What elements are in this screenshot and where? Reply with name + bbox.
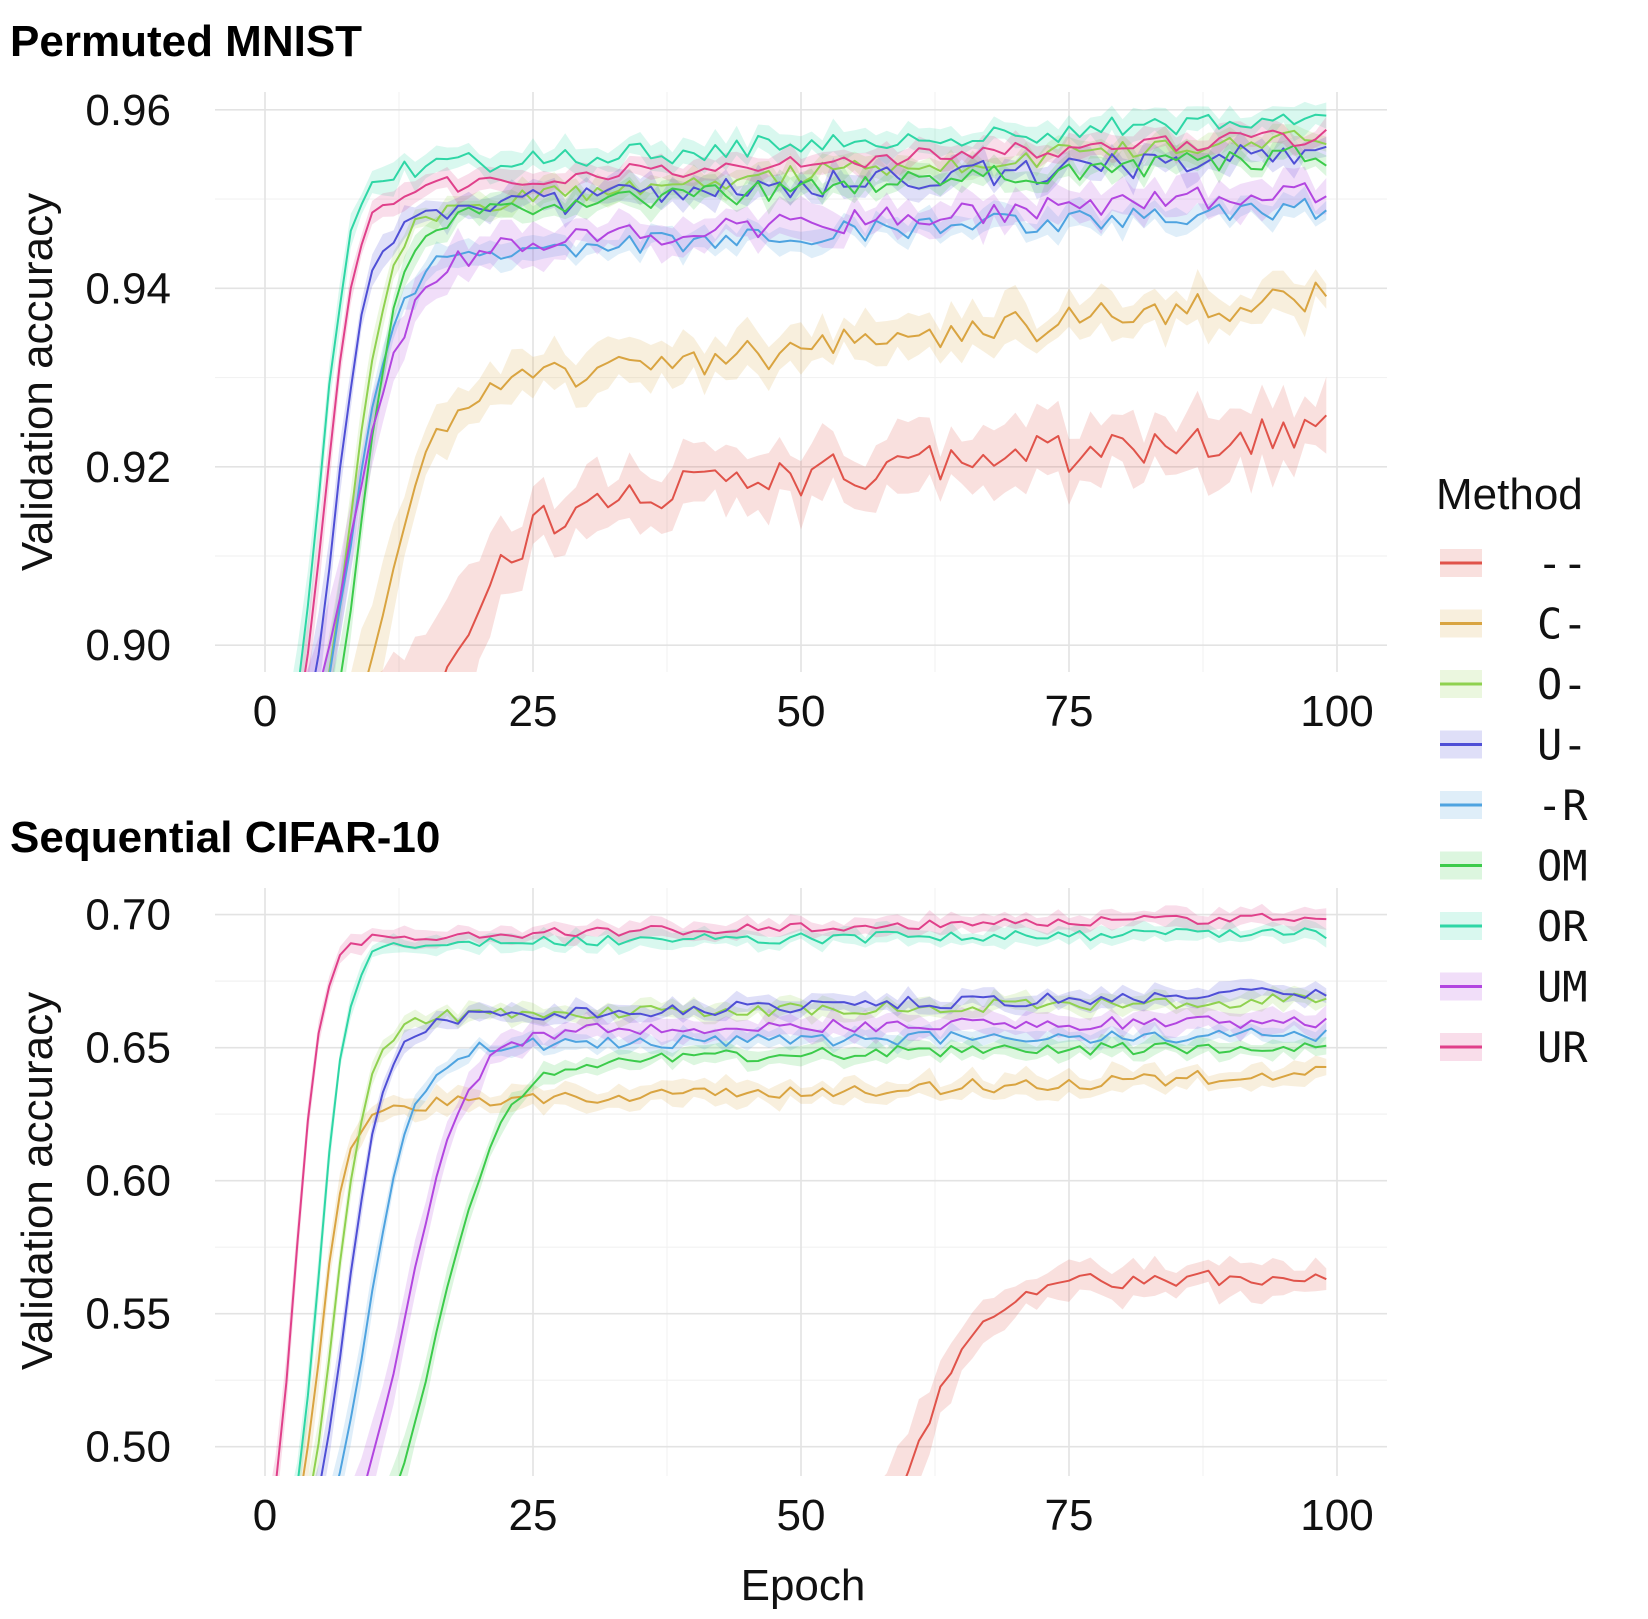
- series-band-C-: [297, 1055, 1327, 1476]
- legend-label: OR: [1537, 902, 1588, 951]
- panel-sequential-cifar10: Sequential CIFAR-10 0 25 50 75 100 0.50 0.55 0.…: [10, 813, 1387, 1540]
- legend-item: --: [1440, 539, 1588, 588]
- legend-item: UM: [1440, 963, 1588, 1012]
- y-tick-label: 0.94: [85, 264, 171, 313]
- legend-item: O-: [1440, 660, 1588, 709]
- y-axis-title: Validation accuracy: [13, 193, 62, 571]
- x-tick-label: 50: [777, 1491, 826, 1540]
- legend-title: Method: [1436, 470, 1583, 519]
- x-axis-title: Epoch: [741, 1561, 866, 1610]
- x-tick-label: 100: [1300, 687, 1373, 736]
- series-line-C-: [302, 1065, 1327, 1476]
- series-line-OR: [297, 927, 1327, 1476]
- legend-label: -R: [1537, 781, 1588, 830]
- legend-item: U-: [1440, 721, 1588, 770]
- y-tick-label: 0.96: [85, 86, 171, 135]
- y-tick-label: 0.50: [85, 1423, 171, 1472]
- x-tick-label: 75: [1045, 687, 1094, 736]
- legend-label: U-: [1537, 721, 1588, 770]
- legend-label: UM: [1537, 963, 1588, 1012]
- tick-labels: 0 25 50 75 100 0.90 0.92 0.94 0.96: [85, 86, 1373, 736]
- x-tick-label: 25: [509, 1491, 558, 1540]
- y-tick-label: 0.70: [85, 891, 171, 940]
- series-band---: [380, 376, 1327, 672]
- grid: [215, 92, 1387, 672]
- x-tick-label: 25: [509, 687, 558, 736]
- series-line---: [444, 414, 1328, 672]
- legend-item: -R: [1440, 781, 1588, 830]
- series-band-UM: [306, 166, 1327, 672]
- series-line--R: [337, 1027, 1328, 1476]
- y-tick-label: 0.60: [85, 1157, 171, 1206]
- series-line---: [905, 1269, 1327, 1476]
- grid: [215, 888, 1387, 1476]
- series-line-UM: [366, 1015, 1327, 1476]
- x-tick-label: 50: [777, 687, 826, 736]
- x-tick-label: 0: [253, 687, 277, 736]
- series-line-UM: [321, 182, 1327, 672]
- series-lines: [298, 113, 1328, 672]
- y-tick-label: 0.92: [85, 443, 171, 492]
- series-line-OR: [298, 113, 1327, 672]
- panel-permuted-mnist: Permuted MNIST 0 25 50 75 100 0.90 0.92 0.94 0.9…: [10, 17, 1387, 736]
- confidence-bands: [293, 101, 1327, 672]
- series-band-U-: [315, 978, 1327, 1476]
- series-line-OM: [398, 1041, 1327, 1476]
- y-tick-label: 0.55: [85, 1290, 171, 1339]
- legend-item: OR: [1440, 902, 1588, 951]
- legend-label: UR: [1537, 1023, 1588, 1072]
- series-band-C-: [351, 269, 1327, 672]
- series-lines: [275, 912, 1328, 1476]
- series-line-O-: [312, 992, 1327, 1476]
- y-tick-label: 0.65: [85, 1024, 171, 1073]
- y-axis-title: Validation accuracy: [13, 992, 62, 1370]
- series-line-OM: [340, 144, 1327, 672]
- confidence-bands: [272, 903, 1327, 1476]
- x-tick-label: 100: [1300, 1491, 1373, 1540]
- legend-item: C-: [1440, 600, 1588, 649]
- panel-title: Permuted MNIST: [10, 17, 362, 66]
- panel-title: Sequential CIFAR-10: [10, 813, 440, 862]
- series-line--R: [328, 197, 1327, 672]
- legend-label: OM: [1537, 842, 1588, 891]
- legend-item: UR: [1440, 1023, 1588, 1072]
- series-line-U-: [314, 144, 1327, 672]
- series-line-C-: [367, 281, 1328, 672]
- legend-label: C-: [1537, 600, 1588, 649]
- legend-item: OM: [1440, 842, 1588, 891]
- tick-labels: 0 25 50 75 100 0.50 0.55 0.60 0.65 0.70: [85, 891, 1373, 1540]
- series-line-U-: [320, 987, 1327, 1476]
- series-line-UR: [304, 129, 1327, 672]
- legend-label: O-: [1537, 660, 1588, 709]
- series-band---: [884, 1255, 1327, 1476]
- series-line-UR: [275, 912, 1327, 1476]
- legend: Method -- C- O- U- -R OM OR UM UR: [1436, 470, 1588, 1072]
- legend-label: --: [1537, 539, 1588, 588]
- x-tick-label: 75: [1045, 1491, 1094, 1540]
- x-tick-label: 0: [253, 1491, 277, 1540]
- y-tick-label: 0.90: [85, 621, 171, 670]
